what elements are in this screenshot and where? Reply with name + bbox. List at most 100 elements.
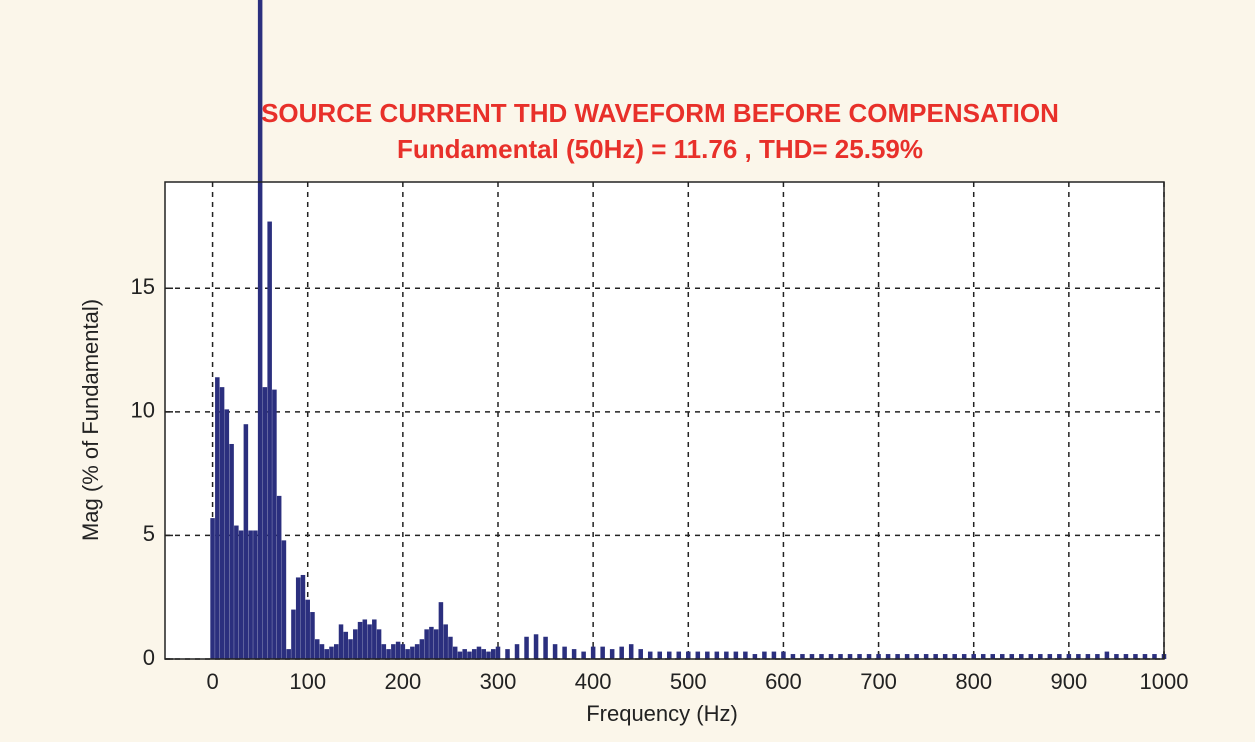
bar bbox=[314, 639, 320, 659]
bar bbox=[1047, 654, 1053, 659]
bar bbox=[367, 624, 372, 659]
bar bbox=[276, 495, 282, 659]
bar bbox=[424, 629, 429, 659]
bar bbox=[1009, 654, 1015, 659]
x-tick-label: 500 bbox=[670, 669, 707, 694]
bar bbox=[234, 525, 239, 659]
x-tick-label: 600 bbox=[765, 669, 802, 694]
bar bbox=[609, 649, 615, 659]
bar bbox=[1142, 654, 1148, 659]
bar bbox=[1095, 654, 1100, 659]
bar bbox=[281, 540, 287, 659]
bar bbox=[219, 387, 225, 659]
bar bbox=[895, 654, 900, 659]
x-axis-label: Frequency (Hz) bbox=[586, 701, 738, 726]
bar bbox=[495, 646, 501, 659]
bar bbox=[990, 654, 996, 659]
bar bbox=[410, 646, 415, 659]
bar bbox=[305, 599, 310, 659]
bar bbox=[819, 654, 824, 659]
bar bbox=[471, 649, 477, 659]
bar bbox=[885, 654, 891, 659]
bar bbox=[619, 646, 624, 659]
bar bbox=[581, 651, 586, 659]
x-tick-label: 100 bbox=[289, 669, 326, 694]
bar bbox=[904, 654, 910, 659]
bar bbox=[686, 651, 691, 659]
bar bbox=[1085, 654, 1091, 659]
bar bbox=[999, 654, 1005, 659]
bar bbox=[543, 636, 548, 659]
x-tick-label: 800 bbox=[955, 669, 992, 694]
bar bbox=[443, 624, 448, 659]
bar bbox=[552, 644, 558, 659]
bar bbox=[866, 654, 872, 659]
bar bbox=[724, 651, 729, 659]
x-tick-label: 200 bbox=[384, 669, 421, 694]
bar bbox=[267, 221, 272, 659]
bar bbox=[980, 654, 986, 659]
bar bbox=[647, 651, 653, 659]
bar bbox=[743, 651, 748, 659]
bar bbox=[1123, 654, 1129, 659]
bar bbox=[476, 646, 482, 659]
bar bbox=[562, 646, 567, 659]
bar bbox=[238, 530, 244, 659]
bar bbox=[762, 651, 767, 659]
bar bbox=[333, 644, 339, 659]
y-axis-label: Mag (% of Fundamental) bbox=[78, 299, 103, 541]
y-tick-label: 5 bbox=[143, 521, 155, 546]
bar bbox=[391, 644, 396, 659]
bar bbox=[248, 530, 253, 659]
bar bbox=[310, 612, 315, 659]
bar bbox=[210, 518, 215, 659]
bar bbox=[847, 654, 853, 659]
bar bbox=[215, 377, 220, 659]
bar bbox=[357, 621, 363, 659]
bar bbox=[467, 651, 472, 659]
bar bbox=[657, 651, 663, 659]
plot-area bbox=[165, 182, 1164, 659]
bar bbox=[695, 651, 701, 659]
x-tick-label: 1000 bbox=[1140, 669, 1189, 694]
bar bbox=[272, 389, 277, 659]
bar bbox=[295, 577, 301, 659]
bar bbox=[229, 443, 234, 659]
bar bbox=[372, 619, 377, 659]
bar bbox=[628, 644, 634, 659]
bar bbox=[876, 654, 881, 659]
bar bbox=[838, 654, 843, 659]
bar bbox=[262, 387, 268, 659]
x-tick-label: 300 bbox=[480, 669, 517, 694]
bar bbox=[319, 644, 325, 659]
bar bbox=[1133, 654, 1138, 659]
bar bbox=[1076, 654, 1081, 659]
bar bbox=[914, 654, 919, 659]
x-tick-label: 900 bbox=[1050, 669, 1087, 694]
bar bbox=[224, 409, 230, 659]
bar bbox=[828, 654, 834, 659]
bar bbox=[1066, 654, 1072, 659]
bar bbox=[253, 530, 258, 659]
bar bbox=[481, 649, 486, 659]
bar bbox=[324, 649, 330, 659]
bar bbox=[400, 644, 406, 659]
bar bbox=[343, 631, 349, 659]
bar bbox=[386, 649, 391, 659]
bar bbox=[638, 649, 643, 659]
bar bbox=[971, 654, 976, 659]
bar bbox=[395, 641, 401, 659]
bar bbox=[1057, 654, 1062, 659]
bar bbox=[752, 654, 758, 659]
bar bbox=[362, 619, 368, 659]
bar bbox=[429, 626, 434, 659]
bar bbox=[448, 636, 453, 659]
bar bbox=[486, 651, 491, 659]
bar bbox=[923, 654, 929, 659]
bar bbox=[714, 651, 720, 659]
bar bbox=[571, 649, 577, 659]
bar bbox=[705, 651, 710, 659]
bar bbox=[781, 651, 786, 659]
plot-frame bbox=[164, 181, 1165, 660]
bar bbox=[857, 654, 862, 659]
